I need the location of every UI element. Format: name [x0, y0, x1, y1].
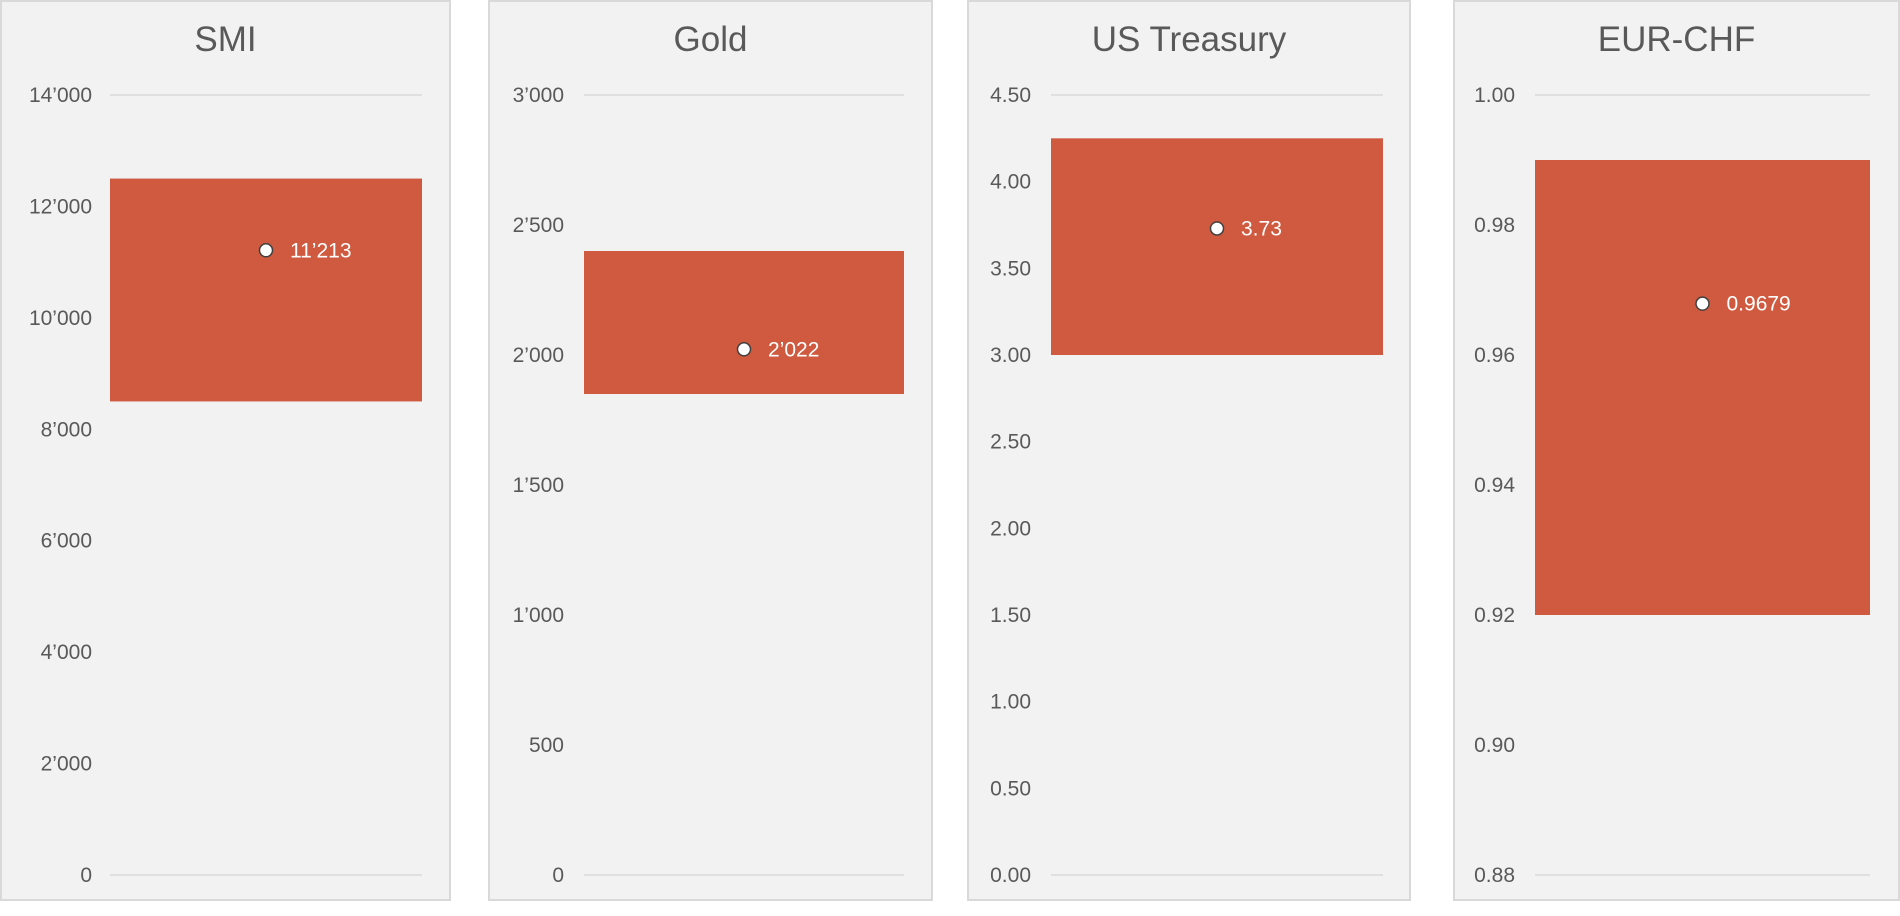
- current-value-label: 0.9679: [1727, 293, 1791, 316]
- y-tick-label: 0.98: [1474, 214, 1515, 237]
- y-tick-label: 10’000: [29, 307, 92, 330]
- y-tick-label: 2’500: [513, 214, 564, 237]
- y-tick-label: 0.96: [1474, 344, 1515, 367]
- y-tick-label: 2’000: [513, 344, 564, 367]
- y-tick-label: 2.00: [990, 517, 1031, 540]
- y-tick-label: 0.50: [990, 777, 1031, 800]
- range-bar: [584, 251, 904, 394]
- chart-panel-smi: SMI 0 2’000 4’000 6’000 8’000 10’000 12’000 14’…: [0, 0, 451, 901]
- y-tick-label: 3.00: [990, 344, 1031, 367]
- current-value-marker: [258, 243, 274, 258]
- y-tick-label: 1.50: [990, 604, 1031, 627]
- y-tick-label: 4.50: [990, 84, 1031, 107]
- y-tick-label: 1.00: [990, 691, 1031, 714]
- y-tick-label: 1’000: [513, 604, 564, 627]
- current-value-marker: [1209, 221, 1225, 236]
- chart-svg: 0 500 1’000 1’500 2’000 2’500 3’000 2’022: [513, 84, 904, 887]
- y-tick-label: 0.92: [1474, 604, 1515, 627]
- y-tick-label: 0.88: [1474, 864, 1515, 887]
- chart-title: US Treasury: [1091, 20, 1287, 59]
- y-tick-label: 0.90: [1474, 734, 1515, 757]
- chart-panel-us-treasury: US Treasury 0.00 0.50 1.00 1.50 2.00 2.50 3.00…: [967, 0, 1411, 901]
- current-value-marker: [736, 342, 752, 357]
- y-tick-label: 0.94: [1474, 474, 1515, 497]
- current-value-label: 2’022: [768, 338, 819, 361]
- y-tick-label: 3’000: [513, 84, 564, 107]
- y-tick-label: 12’000: [29, 195, 92, 218]
- y-tick-label: 4.00: [990, 171, 1031, 194]
- y-tick-label: 8’000: [41, 418, 92, 441]
- y-tick-label: 6’000: [41, 530, 92, 553]
- y-tick-label: 500: [529, 734, 564, 757]
- range-bar: [110, 178, 422, 402]
- chart-title: SMI: [194, 20, 257, 59]
- y-tick-label: 3.50: [990, 257, 1031, 280]
- y-tick-label: 2.50: [990, 431, 1031, 454]
- chart-svg: 0 2’000 4’000 6’000 8’000 10’000 12’000 14’000 1…: [29, 84, 422, 887]
- y-tick-label: 1.00: [1474, 84, 1515, 107]
- y-tick-label: 0: [552, 864, 564, 887]
- chart-panel-gold: Gold 0 500 1’000 1’500 2’000 2’500 3’000 2’022: [488, 0, 933, 901]
- chart-panel-eur-chf: EUR-CHF 0.88 0.90 0.92 0.94 0.96 0.98 1.00 0.96…: [1453, 0, 1900, 901]
- y-tick-label: 2’000: [41, 753, 92, 776]
- y-tick-label: 14’000: [29, 84, 92, 107]
- y-tick-label: 0.00: [990, 864, 1031, 887]
- current-value-label: 11’213: [290, 239, 352, 262]
- chart-title: Gold: [673, 20, 748, 59]
- current-value-label: 3.73: [1241, 217, 1282, 240]
- chart-title: EUR-CHF: [1597, 20, 1756, 59]
- chart-svg: 0.88 0.90 0.92 0.94 0.96 0.98 1.00 0.9679: [1474, 84, 1870, 887]
- y-tick-label: 1’500: [513, 474, 564, 497]
- current-value-marker: [1695, 296, 1710, 311]
- y-tick-label: 0: [80, 864, 92, 887]
- range-bar: [1535, 160, 1870, 615]
- range-bar: [1051, 138, 1383, 355]
- y-tick-label: 4’000: [41, 641, 92, 664]
- chart-svg: 0.00 0.50 1.00 1.50 2.00 2.50 3.00 3.50 4.00 4.50…: [990, 84, 1383, 887]
